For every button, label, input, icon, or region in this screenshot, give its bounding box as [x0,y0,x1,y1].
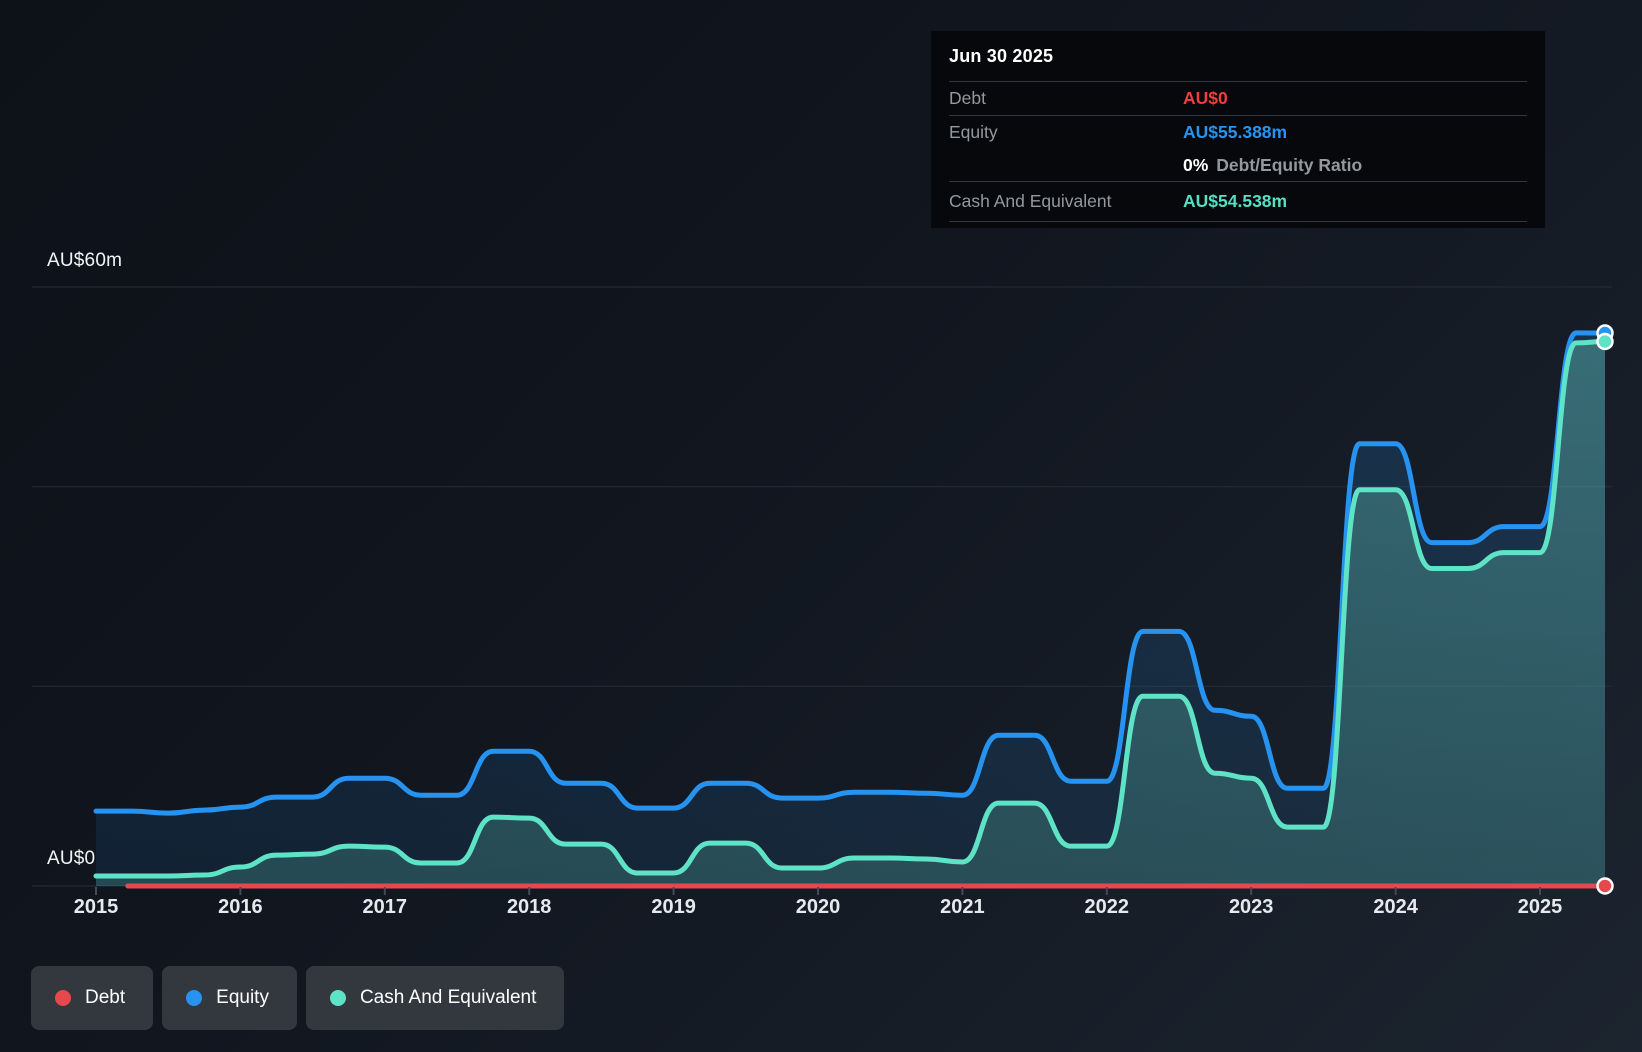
legend-item-label: Equity [216,987,269,1008]
tooltip-date: Jun 30 2025 [949,45,1054,66]
cash-dot-icon [329,990,346,1006]
tooltip-debt-row: Debt AU$0 [949,82,1527,116]
cash-and-equivalent-area [96,341,1605,886]
tooltip-equity-row: Equity AU$55.388m [949,116,1527,149]
x-axis-label-2023: 2023 [1228,896,1274,918]
legend-item-label: Cash And Equivalent [359,987,537,1008]
x-axis-label-2019: 2019 [651,896,696,918]
tooltip-ratio-row: 0% Debt/Equity Ratio [949,149,1527,182]
tooltip-ratio-value: 0% [1183,154,1209,175]
tooltip-cash-row: Cash And Equivalent AU$54.538m [949,182,1527,222]
y-axis-label-0: AU$0 [47,848,96,869]
tooltip-equity-label: Equity [949,122,998,142]
cash-and-equivalent-line [93,339,1608,879]
tooltip-cash-value: AU$54.538m [1183,191,1288,211]
tooltip-ratio-label: Debt/Equity Ratio [1216,154,1363,175]
y-axis-label-60m: AU$60m [47,250,123,271]
tooltip-cash-label: Cash And Equivalent [949,191,1112,211]
legend-item-equity[interactable]: Equity [162,966,297,1030]
x-axis-label-2025: 2025 [1517,896,1563,918]
x-axis-label-2017: 2017 [362,896,408,918]
legend-item-cash[interactable]: Cash And Equivalent [305,966,565,1030]
cash-and-equivalent-end-marker [1596,332,1614,351]
legend-item-label: Debt [85,987,126,1008]
x-axis-label-2021: 2021 [940,896,985,918]
x-axis-label-2022: 2022 [1084,896,1130,918]
x-axis-label-2020: 2020 [795,896,841,918]
x-axis-label-2015: 2015 [73,896,119,918]
tooltip-equity-value: AU$55.388m [1183,122,1288,142]
x-axis-label-2016: 2016 [218,896,263,918]
equity-area [96,332,1605,886]
tooltip-debt-label: Debt [949,88,986,108]
tooltip-debt-value: AU$0 [1183,88,1228,108]
legend-item-debt[interactable]: Debt [31,966,154,1030]
equity-line [93,330,1608,816]
debt-dot-icon [55,990,71,1006]
chart-tooltip: Jun 30 2025 Debt AU$0 Equity AU$55.388m … [931,31,1545,228]
chart-legend: Debt Equity Cash And Equivalent [31,966,565,1030]
x-axis-label-2018: 2018 [506,896,552,918]
equity-dot-icon [186,990,203,1006]
x-axis-label-2024: 2024 [1373,896,1418,918]
debt-end-marker [1596,877,1614,895]
